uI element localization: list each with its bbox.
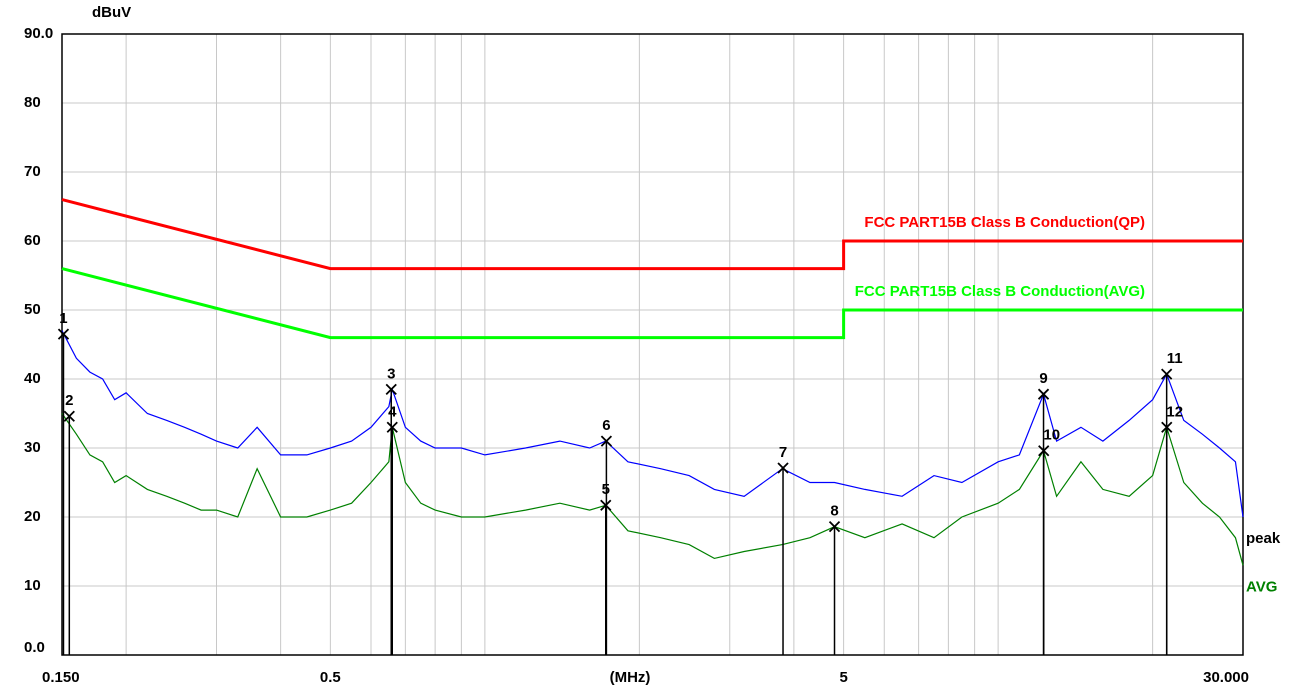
marker-label: 3: [387, 365, 395, 382]
plot-frame: [61, 33, 1244, 656]
marker-cross: [386, 421, 398, 433]
trace-label: peak: [1246, 530, 1281, 547]
y-tick-label: 60: [24, 232, 41, 249]
x-tick-label: 5: [839, 669, 847, 686]
y-tick-label: 10: [24, 577, 41, 594]
limit-label: FCC PART15B Class B Conduction(AVG): [855, 283, 1145, 300]
marker-cross: [777, 462, 789, 474]
marker-label: 7: [779, 444, 787, 461]
marker-cross: [385, 383, 397, 395]
marker-label: 8: [830, 503, 838, 520]
marker-cross: [1038, 445, 1050, 457]
marker-label: 1: [59, 310, 67, 327]
y-axis-label: dBuV: [92, 4, 131, 21]
limit-label: FCC PART15B Class B Conduction(QP): [864, 214, 1145, 231]
marker-label: 9: [1039, 370, 1047, 387]
limit-line: [61, 267, 1243, 340]
marker-label: 6: [602, 417, 610, 434]
x-tick-label: 0.150: [42, 669, 80, 686]
marker-label: 10: [1043, 427, 1060, 444]
y-tick-label: 0.0: [24, 639, 45, 656]
marker-cross: [1161, 421, 1173, 433]
marker-cross: [1037, 388, 1050, 400]
y-tick-label: 90.0: [24, 25, 53, 42]
marker-label: 4: [388, 403, 397, 420]
trace: [61, 413, 1244, 566]
trace-label: AVG: [1246, 578, 1277, 595]
marker-label: 11: [1167, 350, 1183, 367]
marker-cross: [63, 410, 75, 422]
y-tick-label: 20: [24, 508, 41, 525]
y-tick-label: 30: [24, 439, 41, 456]
marker-label: 12: [1166, 403, 1183, 420]
marker-cross: [828, 521, 841, 533]
marker-cross: [600, 435, 613, 447]
y-tick-label: 50: [24, 301, 41, 318]
trace: [61, 330, 1244, 518]
marker-cross: [57, 328, 70, 340]
y-tick-label: 40: [24, 370, 41, 387]
x-tick-label: 30.000: [1203, 669, 1249, 686]
limit-line: [61, 198, 1243, 271]
y-tick-label: 80: [24, 94, 41, 111]
x-tick-label: 0.5: [320, 669, 341, 686]
marker-label: 2: [65, 392, 73, 409]
x-axis-label: (MHz): [610, 669, 651, 686]
marker-cross: [1161, 368, 1173, 380]
y-tick-label: 70: [24, 163, 41, 180]
